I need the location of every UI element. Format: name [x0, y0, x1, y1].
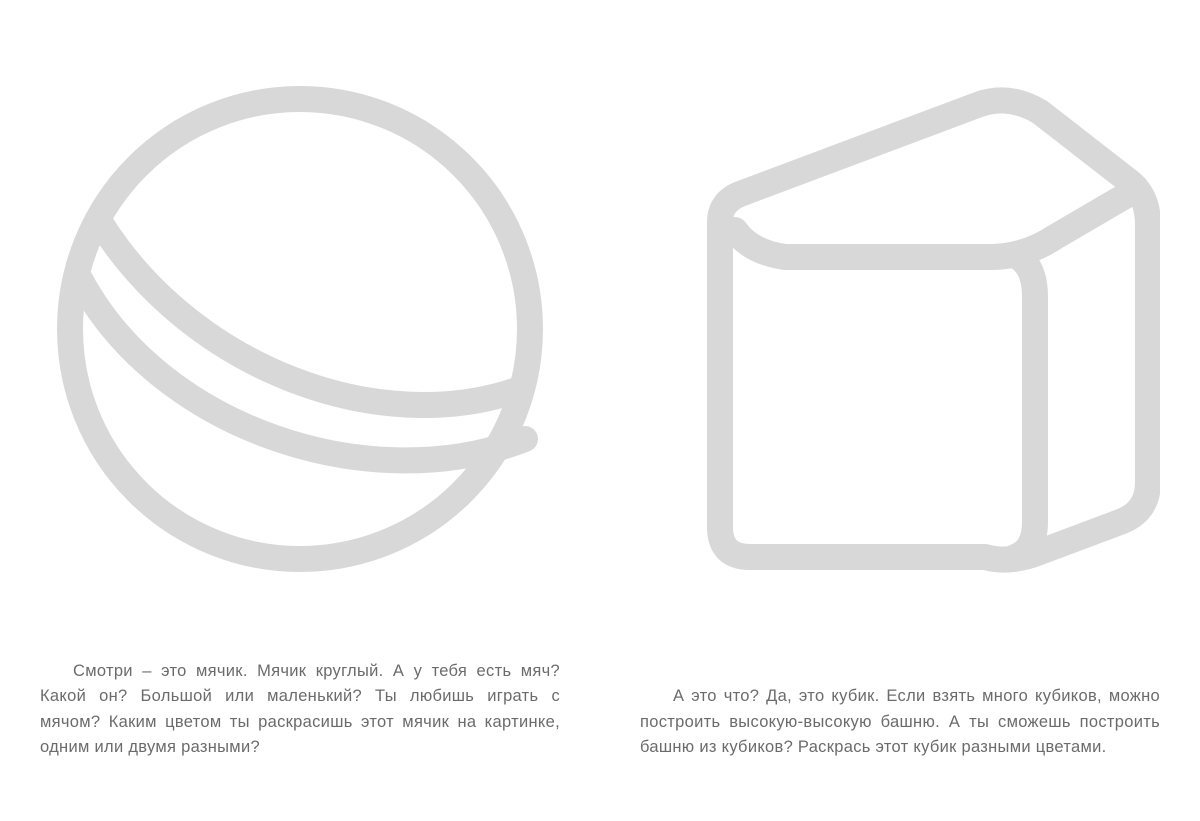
- cube-outline-svg: [640, 52, 1160, 612]
- cube-illustration-area: [630, 20, 1170, 684]
- left-column: Смотри – это мячик. Мячик круглый. А у т…: [0, 0, 600, 821]
- right-column: А это что? Да, это кубик. Если взять мно…: [600, 0, 1200, 821]
- cube-caption: А это что? Да, это кубик. Если взять мно…: [630, 684, 1170, 801]
- ball-illustration-area: [30, 20, 570, 659]
- ball-outline-svg: [50, 39, 550, 599]
- ball-caption: Смотри – это мячик. Мячик круглый. А у т…: [30, 659, 570, 801]
- coloring-page: Смотри – это мячик. Мячик круглый. А у т…: [0, 0, 1200, 821]
